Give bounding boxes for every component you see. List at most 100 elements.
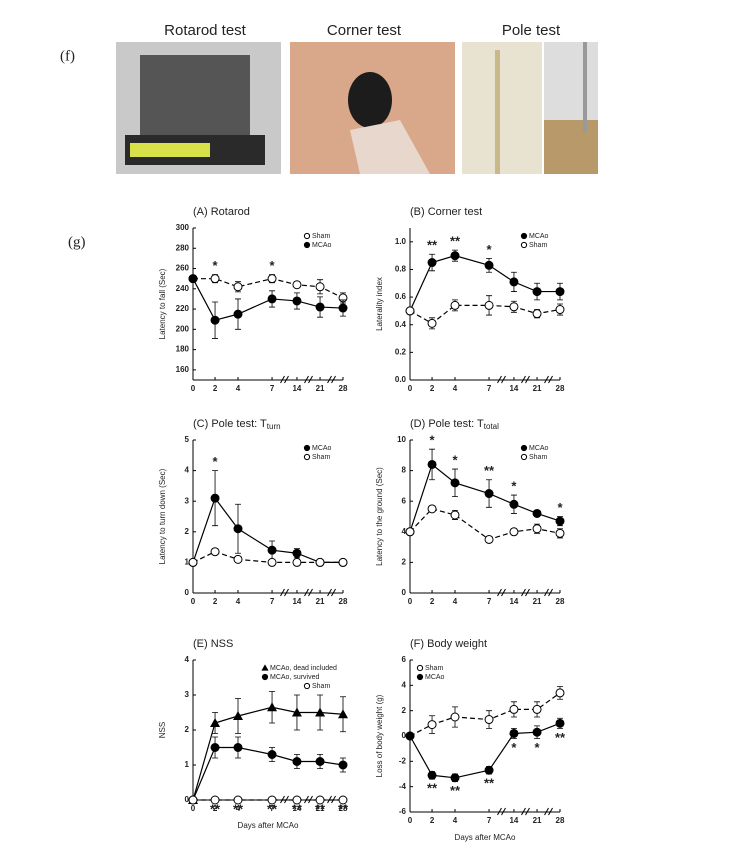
chart-title: (D) Pole test: Ttotal xyxy=(410,418,499,431)
data-point xyxy=(233,309,243,319)
axis-break xyxy=(544,588,553,597)
significance: ** xyxy=(210,801,221,816)
y-tick-label: 300 xyxy=(176,223,190,232)
y-tick-label: 0 xyxy=(402,731,407,740)
y-axis-label: Latency to fall (Sec) xyxy=(158,268,167,339)
data-point xyxy=(210,315,220,325)
data-point xyxy=(291,707,302,717)
data-point xyxy=(509,277,519,287)
data-point xyxy=(315,282,325,292)
data-point xyxy=(292,757,302,766)
data-point xyxy=(233,524,243,534)
data-point xyxy=(484,715,494,725)
y-tick-label: 260 xyxy=(176,264,190,273)
chart-title: (F) Body weight xyxy=(410,638,487,650)
y-tick-label: 1 xyxy=(185,558,190,567)
x-tick-label: 14 xyxy=(509,384,518,393)
x-tick-label: 4 xyxy=(236,597,241,606)
data-point xyxy=(292,548,302,558)
x-axis-label: Days after MCAo xyxy=(455,833,516,842)
legend-label: MCAo xyxy=(425,674,445,681)
legend-marker xyxy=(416,673,424,681)
data-point xyxy=(267,795,277,805)
significance: * xyxy=(511,479,517,494)
legend-marker xyxy=(303,444,311,452)
y-tick-label: 4 xyxy=(402,527,407,536)
title-text: (A) Rotarod xyxy=(193,206,250,218)
legend-label: MCAo xyxy=(312,242,332,249)
significance: ** xyxy=(450,234,461,249)
x-tick-label: 21 xyxy=(316,384,325,393)
x-tick-label: 2 xyxy=(430,597,435,606)
significance: ** xyxy=(292,801,303,816)
y-tick-label: -4 xyxy=(399,782,407,791)
y-tick-label: 200 xyxy=(176,324,190,333)
legend-label: Sham xyxy=(425,665,443,672)
data-point xyxy=(210,274,220,284)
x-tick-label: 14 xyxy=(509,816,518,825)
legend-label: Sham xyxy=(312,683,330,690)
data-point xyxy=(484,534,494,544)
axis-break xyxy=(327,375,336,384)
data-point xyxy=(555,287,565,297)
legend-marker xyxy=(520,453,528,461)
x-tick-label: 21 xyxy=(316,804,325,813)
y-tick-label: 0 xyxy=(402,588,407,597)
data-point xyxy=(484,765,494,775)
y-tick-label: 0.0 xyxy=(395,375,407,384)
data-point xyxy=(315,557,325,567)
x-tick-label: 14 xyxy=(509,597,518,606)
legend-label: MCAo, survived xyxy=(270,674,320,681)
x-tick-label: 0 xyxy=(191,597,196,606)
y-axis-label: Latency to turn down (Sec) xyxy=(158,468,167,564)
significance: * xyxy=(430,433,436,448)
significance: * xyxy=(511,740,517,755)
significance: * xyxy=(535,740,541,755)
panel-label: (f) xyxy=(60,48,75,64)
data-point xyxy=(292,296,302,306)
y-tick-label: 10 xyxy=(397,435,406,444)
significance: * xyxy=(557,500,563,515)
y-tick-label: 280 xyxy=(176,243,190,252)
significance: ** xyxy=(555,730,566,745)
data-point xyxy=(450,712,460,722)
data-point xyxy=(233,711,243,720)
x-tick-label: 0 xyxy=(191,804,196,813)
data-point xyxy=(315,795,325,805)
y-tick-label: 240 xyxy=(176,284,190,293)
data-point xyxy=(292,280,302,290)
data-point xyxy=(338,709,348,719)
data-point xyxy=(338,557,348,567)
legend-marker xyxy=(303,682,311,690)
x-tick-label: 7 xyxy=(487,816,492,825)
photo-label: Pole test xyxy=(502,22,561,39)
x-tick-label: 28 xyxy=(339,804,348,813)
data-point xyxy=(405,731,415,741)
chart-title: (A) Rotarod xyxy=(193,206,250,218)
data-point xyxy=(267,557,277,567)
title-subscript: total xyxy=(484,422,499,431)
title-subscript: turn xyxy=(267,422,281,431)
significance: * xyxy=(487,242,493,257)
data-point xyxy=(509,704,519,714)
legend-marker xyxy=(520,241,528,249)
x-tick-label: 0 xyxy=(408,816,413,825)
data-point xyxy=(450,251,460,261)
y-tick-label: 4 xyxy=(185,655,190,664)
data-point xyxy=(555,305,565,315)
significance: * xyxy=(270,258,276,273)
y-tick-label: 2 xyxy=(185,725,190,734)
x-tick-label: 28 xyxy=(556,597,565,606)
x-tick-label: 21 xyxy=(533,816,542,825)
y-tick-label: 1 xyxy=(185,760,190,769)
data-point xyxy=(315,757,325,766)
data-point xyxy=(427,770,437,780)
title-text: (E) NSS xyxy=(193,638,233,650)
x-tick-label: 28 xyxy=(339,384,348,393)
x-tick-label: 2 xyxy=(430,816,435,825)
data-point xyxy=(555,688,565,698)
data-point xyxy=(210,718,221,727)
data-point xyxy=(210,547,220,557)
y-tick-label: 6 xyxy=(402,655,407,664)
data-point xyxy=(233,554,243,564)
